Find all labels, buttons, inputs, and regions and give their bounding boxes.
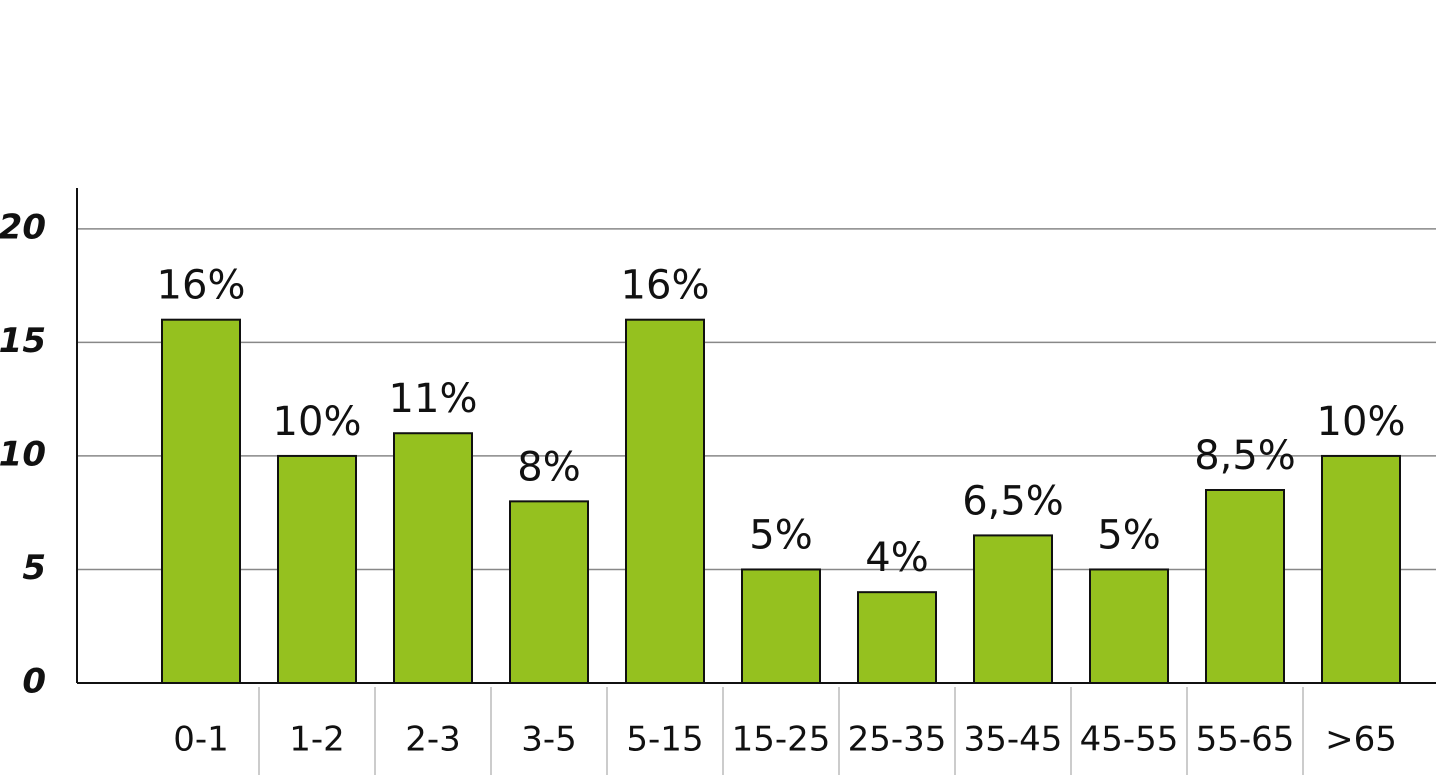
x-tick-label: 25-35	[848, 720, 947, 760]
value-label: 10%	[273, 399, 362, 445]
bar	[741, 568, 821, 685]
x-tick-label: 1-2	[289, 720, 345, 760]
value-label: 8%	[517, 444, 580, 490]
bar	[625, 318, 705, 684]
value-label: 10%	[1317, 399, 1406, 445]
value-label: 6,5%	[962, 478, 1064, 524]
x-tick-label: 15-25	[732, 720, 831, 760]
x-tick-label: 3-5	[521, 720, 577, 760]
value-label: 8,5%	[1194, 433, 1296, 479]
bar	[973, 534, 1053, 684]
value-label: 16%	[621, 263, 710, 309]
bar	[393, 432, 473, 685]
value-label: 5%	[749, 512, 812, 558]
x-tick-label: >65	[1325, 720, 1397, 760]
bar	[509, 500, 589, 685]
x-tick-label: 2-3	[405, 720, 461, 760]
y-tick-label: 5	[22, 548, 46, 588]
value-label: 16%	[157, 263, 246, 309]
y-tick-label: 10	[0, 434, 46, 474]
bar	[1089, 568, 1169, 685]
x-tick-label: 5-15	[626, 720, 703, 760]
y-tick-label: 0	[22, 662, 46, 702]
x-tick-label: 0-1	[173, 720, 229, 760]
x-tick-label: 35-45	[964, 720, 1063, 760]
x-tick-label: 45-55	[1080, 720, 1179, 760]
value-label: 5%	[1097, 512, 1160, 558]
value-label: 4%	[865, 535, 928, 581]
y-tick-label: 15	[0, 321, 46, 361]
bar	[1205, 488, 1285, 685]
bar	[161, 318, 241, 684]
x-tick-label: 55-65	[1196, 720, 1295, 760]
y-tick-label: 20	[0, 207, 46, 247]
bar	[857, 591, 937, 685]
bar	[277, 454, 357, 685]
value-label: 11%	[389, 376, 478, 422]
bar	[1321, 454, 1401, 685]
